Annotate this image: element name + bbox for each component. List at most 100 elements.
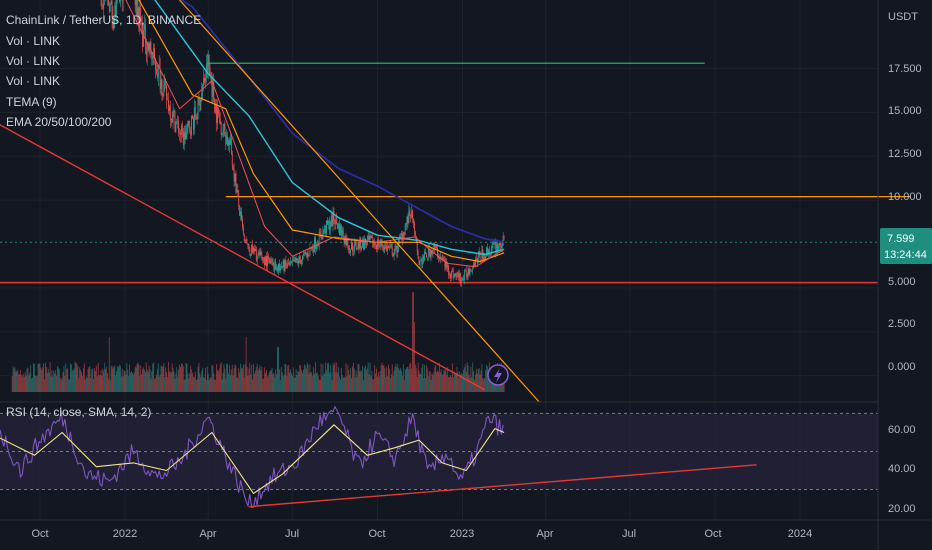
indicator-label[interactable]: Vol · LINK [6,74,60,88]
volume-bar [216,364,217,392]
candle-body [231,153,233,166]
candle-body [197,98,199,119]
candle-body [185,132,187,140]
volume-bar [315,362,316,392]
symbol-title[interactable]: ChainLink / TetherUS, 1D, BINANCE [6,13,201,27]
candle-body [420,259,422,261]
candle-body [449,274,450,276]
candle-body [337,223,339,229]
candle-body [184,131,186,140]
volume-bar [352,362,354,392]
candle-body [149,41,151,51]
candle-body [401,233,403,240]
volume-bar [401,375,403,392]
candle-body [434,243,436,249]
y-tick-label: 15.000 [888,105,922,117]
candle-body [336,216,338,224]
candle-body [472,268,474,271]
volume-bar [358,363,360,392]
volume-bar [233,368,235,392]
candle-body [253,248,254,253]
indicator-label[interactable]: EMA 20/50/100/200 [6,115,112,129]
volume-bar [118,367,119,392]
volume-bar [249,362,251,392]
volume-bar [239,372,241,392]
volume-bar [65,363,67,392]
candle-body [478,251,480,254]
indicator-label[interactable]: Vol · LINK [6,54,60,68]
candle-body [500,242,501,246]
volume-bar [130,372,131,392]
volume-bar [120,376,122,392]
volume-bar [111,365,113,392]
volume-bar [20,375,22,392]
rsi-title[interactable]: RSI (14, close, SMA, 14, 2) [6,405,151,419]
volume-bar [180,366,181,392]
volume-bar [352,366,353,392]
candle-body [360,238,362,250]
candle-body [236,189,238,193]
volume-bar [452,377,454,392]
volume-bar [266,376,268,392]
volume-bar [15,371,17,392]
volume-bar [105,369,107,392]
candle-body [223,123,225,130]
volume-bar [129,364,131,392]
volume-bar [413,292,414,392]
indicator-label[interactable]: TEMA (9) [6,95,57,109]
volume-bar [21,376,23,392]
volume-bar [243,377,245,392]
volume-bar [411,368,413,392]
volume-bar [127,369,129,392]
candle-body [364,238,365,250]
candle-body [433,243,435,250]
volume-bar [364,365,366,392]
volume-bar [432,375,434,392]
candle-body [228,140,229,146]
volume-bar [456,366,458,392]
candle-body [181,125,183,133]
volume-bar [398,368,400,392]
indicator-label[interactable]: Vol · LINK [6,34,60,48]
candle-body [371,236,373,239]
candle-body [217,107,218,123]
candle-body [153,47,155,57]
candle-body [196,118,198,120]
lightning-icon[interactable] [487,364,509,386]
candle-body [303,252,305,254]
candle-body [375,244,376,246]
volume-bar [256,363,258,392]
candle-body [469,269,471,275]
candle-body [342,230,344,239]
candle-body [161,79,163,96]
volume-bar [154,379,156,392]
volume-bar [143,367,144,392]
volume-bar [457,372,459,392]
candle-body [266,256,267,267]
volume-bar [57,367,59,392]
volume-bar [122,376,124,392]
volume-bar [194,372,196,392]
volume-bar [178,369,180,392]
candle-body [230,138,231,145]
volume-bar [353,368,355,392]
volume-bar [240,363,242,392]
candle-body [426,253,427,258]
candle-body [254,248,256,252]
volume-bar [24,372,26,392]
candle-body [454,273,456,277]
volume-bar [179,364,181,392]
volume-bar [47,368,49,392]
volume-bar [231,364,233,392]
volume-bar [28,375,30,392]
candle-body [361,247,363,250]
volume-bar [63,366,65,392]
volume-bar [344,377,346,392]
volume-bar [339,376,340,392]
volume-bar [270,370,272,392]
volume-bar [204,377,205,392]
x-tick-label: Apr [199,528,216,540]
volume-bar [296,375,298,392]
horizontal-levels [0,62,911,284]
candle-body [166,85,168,100]
